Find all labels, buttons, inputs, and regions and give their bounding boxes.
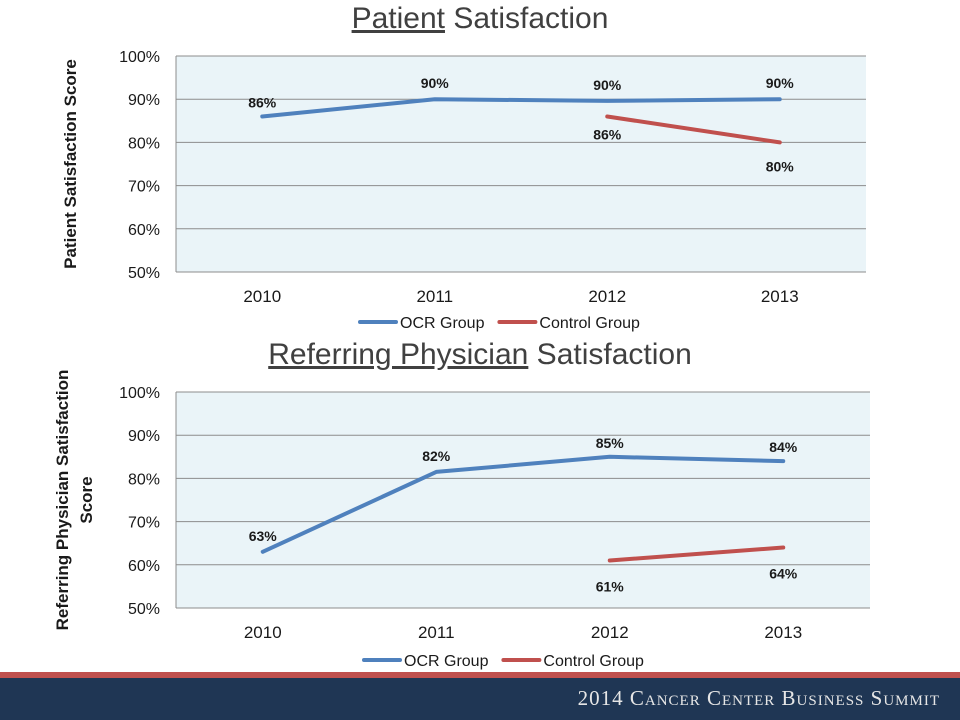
chart1-x-tick-label: 2012 <box>588 287 626 306</box>
chart2-plot-area <box>176 392 870 608</box>
chart2-data-label: 82% <box>422 448 451 464</box>
chart2-data-label: 63% <box>249 528 278 544</box>
chart1-legend-label: OCR Group <box>400 315 485 332</box>
chart2-x-tick-label: 2011 <box>418 623 455 642</box>
chart1-x-tick-label: 2010 <box>243 287 281 306</box>
chart1-data-label: 80% <box>766 158 795 174</box>
chart2-y-tick-label: 70% <box>128 515 160 532</box>
chart1-y-tick-label: 100% <box>119 49 160 66</box>
chart1-title-rest: Satisfaction <box>444 2 609 35</box>
chart1-legend-label: Control Group <box>539 315 640 332</box>
footer-red-stripe <box>0 672 960 678</box>
footer-banner: 2014 Cancer Center Business Summit <box>0 672 960 720</box>
charts-canvas: 100% 90% 80% 70% 60% 50% 2010 2011 2012 2013 Patie… <box>53 49 870 670</box>
chart2-title-underlined: Referring Physician <box>268 338 529 371</box>
chart1-series-1-line <box>260 97 782 119</box>
chart2-x-tick-label: 2013 <box>764 623 802 642</box>
chart1-series-2-line <box>605 114 782 145</box>
chart2-data-label: 85% <box>596 435 625 451</box>
chart1-y-axis-title: Patient Satisfaction Score <box>61 59 80 269</box>
chart2-legend-label: Control Group <box>543 653 644 670</box>
chart1-y-tick-label: 70% <box>128 179 160 196</box>
chart1-y-tick-label: 90% <box>128 92 160 109</box>
chart1-y-tick-label: 60% <box>128 222 160 239</box>
chart2-y-tick-label: 80% <box>128 471 160 488</box>
chart1-title: Patient Satisfaction <box>0 2 960 36</box>
chart1-data-label: 90% <box>421 75 450 91</box>
chart1-data-label: 90% <box>593 77 622 93</box>
chart2-data-label: 61% <box>596 578 625 594</box>
chart1-x-tick-label: 2013 <box>761 287 799 306</box>
chart2-y-axis-title: Score <box>77 476 96 523</box>
chart2-y-axis-title: Referring Physician Satisfaction <box>53 370 72 631</box>
chart2-series-1-line <box>260 454 786 554</box>
footer-navy-band <box>0 678 960 720</box>
chart1-x-tick-label: 2011 <box>416 287 453 306</box>
chart1-data-label: 86% <box>248 94 277 110</box>
chart1-data-label: 90% <box>766 75 795 91</box>
chart2-y-tick-label: 60% <box>128 558 160 575</box>
chart1-y-tick-label: 50% <box>128 265 160 282</box>
chart1-plot-area <box>176 56 866 272</box>
chart2-y-tick-label: 90% <box>128 428 160 445</box>
chart2-series-2-line <box>607 545 786 563</box>
chart1-title-underlined: Patient <box>351 2 445 35</box>
chart2-title-rest: Satisfaction <box>528 338 692 371</box>
chart2-title: Referring Physician Satisfaction <box>0 338 960 372</box>
chart1-data-label: 86% <box>593 126 622 142</box>
chart2-x-tick-label: 2012 <box>591 623 629 642</box>
chart2-legend-label: OCR Group <box>404 653 489 670</box>
chart1-y-tick-label: 80% <box>128 135 160 152</box>
chart2-y-tick-label: 50% <box>128 601 160 618</box>
chart2-data-label: 84% <box>769 439 798 455</box>
chart2-y-tick-label: 100% <box>119 385 160 402</box>
chart2-data-label: 64% <box>769 566 798 582</box>
chart2-x-tick-label: 2010 <box>244 623 282 642</box>
footer-title: 2014 Cancer Center Business Summit <box>577 686 940 710</box>
